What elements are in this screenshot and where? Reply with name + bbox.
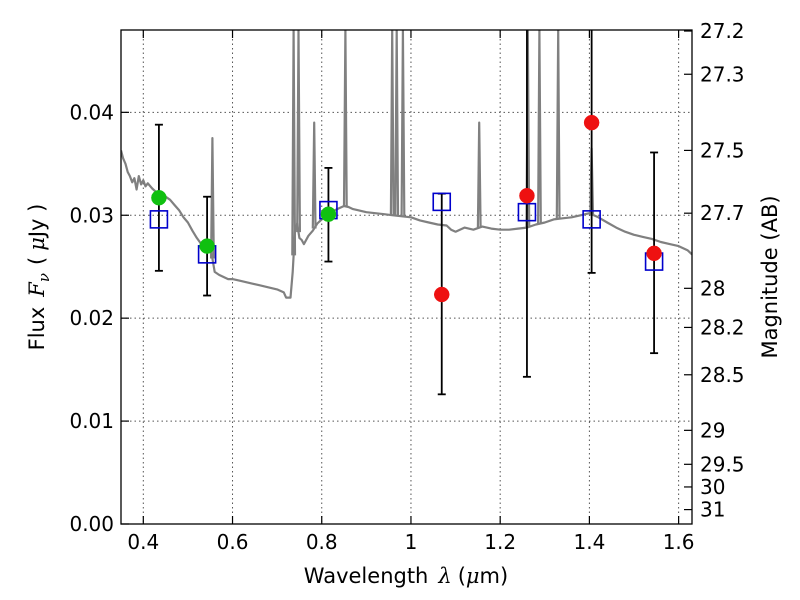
detection-point bbox=[199, 238, 215, 254]
sed-emission-spike bbox=[476, 121, 482, 228]
sed-emission-spike bbox=[291, 30, 297, 256]
y-axis-label: FluxFν(μJy ) bbox=[25, 204, 53, 351]
y2-tick-label: 27.5 bbox=[700, 138, 745, 162]
x-tick-label: 1.4 bbox=[573, 530, 605, 554]
y2-tick-label: 30 bbox=[700, 475, 725, 499]
x-tick-label: 0.8 bbox=[306, 530, 338, 554]
sed-emission-spike bbox=[296, 30, 301, 233]
x-tick-label: 0.4 bbox=[127, 530, 159, 554]
y-tick-label: 0.01 bbox=[69, 409, 114, 433]
sed-emission-spike bbox=[210, 137, 215, 259]
plot-area bbox=[121, 30, 692, 396]
model-photometry-square bbox=[582, 210, 601, 229]
y2-axis-label: Magnitude (AB) bbox=[758, 195, 782, 358]
x-tick-label: 0.6 bbox=[217, 530, 249, 554]
x-tick-label: 1.6 bbox=[663, 530, 695, 554]
y2-tick-label: 28.5 bbox=[700, 363, 745, 387]
x-tick-label: 1.2 bbox=[484, 530, 516, 554]
y2-tick-label: 29 bbox=[700, 418, 725, 442]
detection-point bbox=[320, 206, 337, 222]
y2-tick-label: 28.2 bbox=[700, 315, 745, 339]
sed-emission-spike bbox=[342, 30, 348, 207]
y2-tick-label: 27.3 bbox=[700, 62, 745, 86]
y2-tick-label: 27.2 bbox=[700, 19, 745, 43]
x-tick-label: 1 bbox=[405, 530, 418, 554]
sed-emission-spike bbox=[389, 30, 395, 216]
y-tick-label: 0.03 bbox=[69, 203, 114, 227]
sed-model-line bbox=[121, 150, 692, 299]
y-tick-label: 0.02 bbox=[69, 306, 114, 330]
low-sn-point bbox=[433, 286, 450, 303]
sed-emission-spike bbox=[555, 30, 561, 219]
low-sn-point bbox=[583, 114, 600, 131]
x-axis-label: Wavelength λ (μm) bbox=[304, 564, 508, 588]
grid-lines bbox=[121, 30, 692, 524]
y2-tick-label: 31 bbox=[700, 498, 725, 522]
sed-emission-spike bbox=[537, 30, 542, 224]
model-photometry-square bbox=[517, 202, 537, 222]
y2-tick-label: 28 bbox=[700, 276, 725, 300]
low-sn-point bbox=[646, 245, 662, 262]
plot-frame bbox=[120, 29, 693, 525]
detection-point bbox=[151, 190, 167, 206]
sed-emission-spike bbox=[394, 30, 400, 216]
model-photometry-square bbox=[432, 192, 452, 212]
y-tick-label: 0.00 bbox=[69, 512, 114, 536]
model-photometry-square bbox=[149, 210, 169, 229]
sed-emission-spike bbox=[400, 30, 406, 217]
y-tick-label: 0.04 bbox=[69, 100, 114, 124]
sed-emission-spike bbox=[311, 121, 317, 229]
y2-tick-label: 27.7 bbox=[700, 201, 745, 225]
low-sn-point bbox=[519, 187, 535, 204]
axes: 0.4 0.6 0.8 1 1.2 1.4 1.6 0.00 0.01 0.02 0.03 0.04 2… bbox=[69, 19, 744, 554]
y2-tick-label: 29.5 bbox=[700, 452, 745, 476]
